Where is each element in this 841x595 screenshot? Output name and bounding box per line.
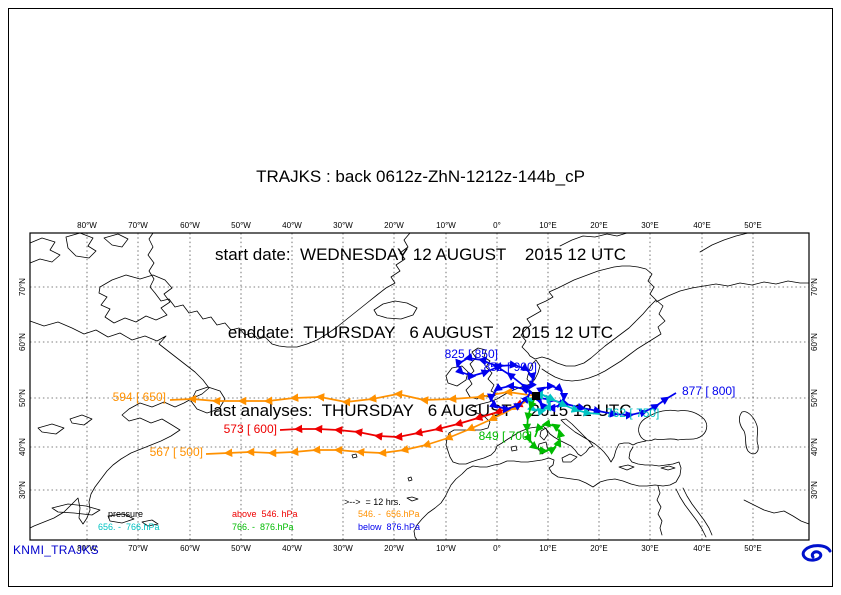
lon-label-top: 30°E [641,221,658,230]
page-border [8,8,833,587]
coast-russia-north [655,280,810,303]
trajectory-500-label: 567 [ 500] [150,445,203,459]
trajectory-650-path [169,387,537,407]
legend-item-546-656: 546. - 656.hPa [358,509,420,519]
coast-greenland [147,232,411,348]
coast-north-america [29,320,210,529]
footer-knmi-trajks: KNMI_TRAJKS [13,543,99,557]
lon-label-top: 20°W [384,221,404,230]
lon-label-bottom: 20°E [590,544,607,553]
lon-label-bottom: 40°W [282,544,302,553]
lon-label-top: 10°E [539,221,556,230]
lon-label-top: 30°W [333,221,353,230]
legend-item-below-876: below 876.hPa [358,522,420,532]
lon-label-top: 40°W [282,221,302,230]
coast-caspian-sea [738,411,759,455]
trajectory-900-label: 851 [ 900] [484,360,537,374]
lon-label-top: 50°W [231,221,251,230]
coast-baltic [541,299,666,382]
lon-label-bottom: 30°W [333,544,353,553]
knmi-logo-swirl [801,544,832,562]
trajectories [169,352,677,458]
trajectory-800-label: 877 [ 800] [682,384,735,398]
latitude-labels-left: 30°N 40°N 50°N 60°N 70°N [18,278,27,499]
trajectory-750-label: 762 [ 750] [606,406,659,420]
lon-label-top: 50°E [744,221,761,230]
coast-iceland [373,300,418,320]
trajectory-850-path [454,352,537,397]
trajectory-650-label: 594 [ 650] [113,390,166,404]
lon-label-bottom: 30°E [641,544,658,553]
lon-label-bottom: 70°W [128,544,148,553]
start-date-line: start date: WEDNESDAY 12 AUGUST 2015 12 … [215,245,626,264]
end-date-line: enddate: THURSDAY 6 AUGUST 2015 12 UTC [227,323,614,342]
legend-pressure-label: pressure [108,509,143,519]
map-frame [29,232,810,541]
trajectory-500-path [205,395,537,458]
coast-great-lakes [37,414,93,435]
legend-item-above-546: above 546. hPa [232,509,298,519]
lon-label-bottom: 10°E [539,544,556,553]
lon-label-bottom: 50°E [744,544,761,553]
coast-baffin-island [98,274,173,324]
lon-label-top: 60°W [180,221,200,230]
legend-item-766-876: 766. - 876.hPa [232,522,294,532]
legend-hrs-note: >--> = 12 hrs. [344,497,401,507]
lon-label-top: 80°W [77,221,97,230]
longitude-gridlines [86,233,754,540]
lat-label-right: 30°N [810,481,819,499]
trajectory-labels: 594 [ 650] 573 [ 600] 567 [ 500] 877 [ 8… [113,347,736,459]
lat-label-left: 50°N [18,389,27,407]
longitude-labels-top: 80°W 70°W 60°W 50°W 40°W 30°W 20°W 10°W … [77,221,762,230]
lon-label-top: 0° [493,221,501,230]
legend: >--> = 12 hrs. pressure above 546. hPa 5… [98,497,420,532]
coast-red-sea-nile [656,485,713,538]
coast-svalbard [559,232,749,253]
lat-label-right: 50°N [810,389,819,407]
lon-label-bottom: 50°W [231,544,251,553]
lon-label-top: 20°E [590,221,607,230]
lat-label-right: 40°N [810,438,819,456]
coast-arctic-islands [29,232,129,264]
trajectory-600-label: 573 [ 600] [224,422,277,436]
lat-label-left: 60°N [18,333,27,351]
coast-turkey-africa [413,446,682,541]
coast-atlantic-islands [351,453,419,502]
coast-ireland [445,365,469,387]
legend-item-656-766: 656. - 766.hPa [98,522,160,532]
lat-label-right: 70°N [810,278,819,296]
lon-label-top: 10°W [436,221,456,230]
knmi-logo [801,544,832,562]
lon-label-bottom: 20°W [384,544,404,553]
lat-label-left: 40°N [18,438,27,456]
lon-label-top: 40°E [693,221,710,230]
coast-caribbean-islands [51,503,159,527]
lat-label-left: 70°N [18,278,27,296]
lon-label-bottom: 80°W [77,544,97,553]
lon-label-bottom: 60°W [180,544,200,553]
lon-label-bottom: 0° [493,544,501,553]
trajectory-700-path [522,395,566,455]
lon-label-bottom: 10°W [436,544,456,553]
latitude-labels-right: 30°N 40°N 50°N 60°N 70°N [810,278,819,499]
trajectory-850-label: 825 [ 850] [445,347,498,361]
longitude-labels-bottom: 80°W 70°W 60°W 50°W 40°W 30°W 20°W 10°W … [77,544,762,553]
lat-label-right: 60°N [810,333,819,351]
plot-title: TRAJKS : back 0612z-ZhN-1212z-144b_cP [256,167,585,186]
lat-label-left: 30°N [18,481,27,499]
coast-scandinavia [520,265,657,367]
lon-label-top: 70°W [128,221,148,230]
trajectory-700-label: 849 [ 700] [479,429,532,443]
origin-marker [532,392,540,400]
lon-label-bottom: 40°E [693,544,710,553]
coast-persian-gulf [743,499,810,525]
